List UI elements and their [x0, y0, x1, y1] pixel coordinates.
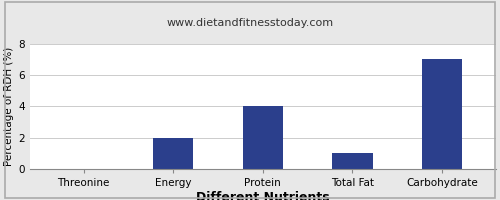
Bar: [153, 138, 194, 169]
X-axis label: Different Nutrients: Different Nutrients: [196, 191, 330, 200]
Y-axis label: Percentage of RDH (%): Percentage of RDH (%): [4, 47, 14, 166]
Bar: [332, 153, 372, 169]
Bar: [242, 106, 283, 169]
Text: www.dietandfitnesstoday.com: www.dietandfitnesstoday.com: [166, 18, 334, 28]
Bar: [422, 59, 462, 169]
